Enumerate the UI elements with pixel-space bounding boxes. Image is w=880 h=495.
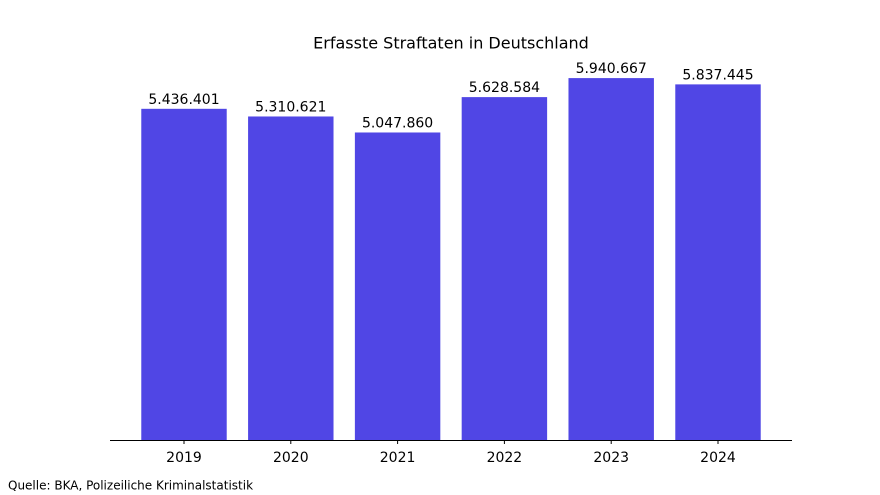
source-note: Quelle: BKA, Polizeiliche Kriminalstatis… [8, 479, 253, 493]
value-label: 5.310.621 [255, 99, 326, 115]
value-label: 5.436.401 [148, 92, 219, 108]
value-label: 5.837.445 [682, 67, 753, 83]
x-tick-label: 2019 [166, 450, 202, 466]
bar [461, 97, 548, 441]
bar [354, 132, 441, 440]
value-label: 5.047.860 [362, 115, 433, 131]
x-tick-label: 2022 [487, 450, 523, 466]
x-tick-label: 2023 [593, 450, 629, 466]
value-label: 5.628.584 [469, 80, 540, 96]
bar [141, 108, 227, 440]
x-tick-label: 2021 [380, 450, 416, 466]
chart-title: Erfasste Straftaten in Deutschland [313, 34, 589, 53]
bar [248, 116, 334, 441]
x-tick-label: 2024 [700, 450, 736, 466]
bar [568, 78, 654, 440]
bar [675, 84, 761, 441]
x-tick-label: 2020 [273, 450, 309, 466]
value-label: 5.940.667 [576, 61, 647, 77]
